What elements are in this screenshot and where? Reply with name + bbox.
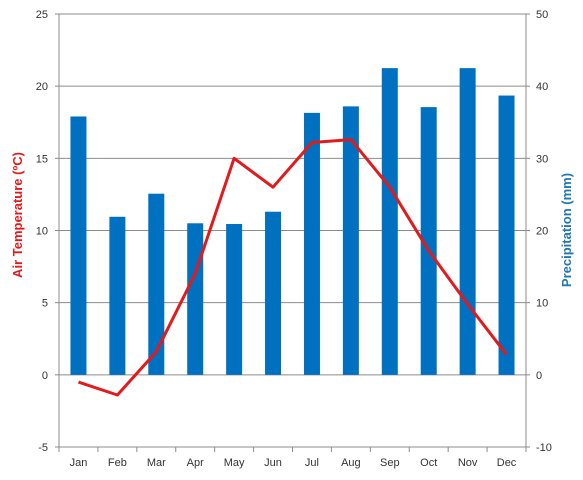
- x-tick-label: Oct: [420, 457, 437, 469]
- right-axis-label: Precipitation (mm): [559, 173, 574, 287]
- x-tick-label: Aug: [341, 457, 361, 469]
- precipitation-bar: [265, 211, 282, 375]
- left-tick-label: 15: [36, 153, 48, 165]
- right-tick-label: 20: [536, 226, 548, 238]
- precipitation-bar: [148, 193, 165, 375]
- precipitation-bar: [420, 107, 437, 375]
- precipitation-bar: [70, 116, 87, 375]
- right-tick-label: 0: [536, 370, 542, 382]
- left-tick-label: 20: [36, 81, 48, 93]
- left-tick-label: 25: [36, 9, 48, 21]
- x-axis-ticks: Jan Feb Mar Apr May Jun Jul Aug Sep Oct Nov Dec: [58, 447, 527, 469]
- right-tick-label: 10: [536, 298, 548, 310]
- precipitation-bar: [342, 106, 359, 375]
- x-tick-label: Nov: [458, 457, 478, 469]
- left-axis-ticks: -5 0 5 10 15 20 25: [36, 9, 59, 454]
- right-tick-label: 40: [536, 81, 548, 93]
- left-tick-label: -5: [38, 442, 48, 454]
- x-tick-label: May: [224, 457, 245, 469]
- right-tick-label: 50: [536, 9, 548, 21]
- x-tick-label: Dec: [497, 457, 517, 469]
- left-tick-label: 5: [42, 298, 48, 310]
- x-tick-label: Feb: [108, 457, 127, 469]
- precipitation-bars: [70, 68, 515, 375]
- left-axis-label: Air Temperature (ºC): [10, 152, 25, 278]
- precipitation-bar: [109, 216, 126, 375]
- left-tick-label: 0: [42, 370, 48, 382]
- temperature-line: [78, 138, 508, 397]
- precipitation-bar: [303, 112, 320, 375]
- precipitation-bar: [459, 68, 476, 375]
- right-axis-ticks: -10 0 10 20 30 40 50: [526, 9, 552, 454]
- x-tick-label: Mar: [147, 457, 166, 469]
- precipitation-bar: [187, 223, 204, 375]
- right-tick-label: 30: [536, 153, 548, 165]
- x-tick-label: Jul: [305, 457, 319, 469]
- x-tick-label: Jun: [264, 457, 282, 469]
- x-tick-label: Apr: [187, 457, 204, 469]
- x-tick-label: Jan: [70, 457, 88, 469]
- right-tick-label: -10: [536, 442, 552, 454]
- precipitation-bar: [381, 68, 398, 375]
- precipitation-bar: [226, 224, 243, 375]
- left-tick-label: 10: [36, 226, 48, 238]
- precipitation-bar: [498, 95, 515, 375]
- x-tick-label: Sep: [380, 457, 400, 469]
